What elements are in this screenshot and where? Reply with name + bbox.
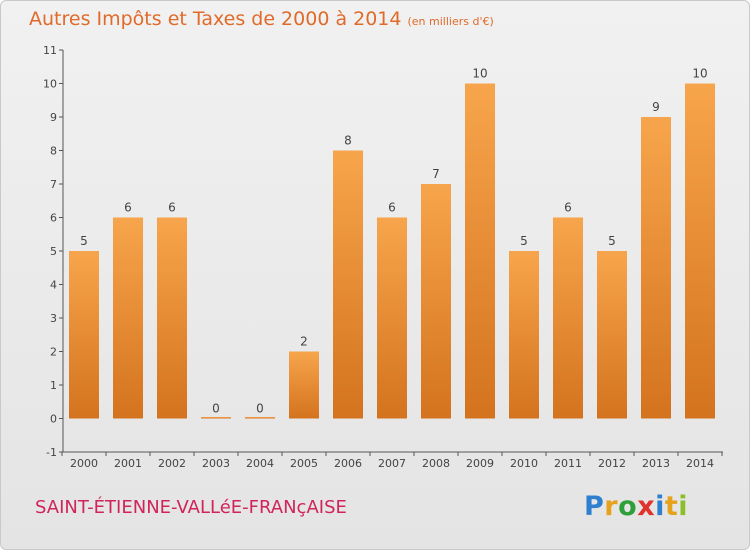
x-tick-label: 2002: [158, 457, 186, 470]
proxiti-logo: Proxiti: [584, 491, 688, 522]
bar-data-label: 7: [432, 167, 440, 181]
bar: [377, 217, 407, 419]
bar-data-label: 10: [472, 67, 487, 81]
x-tick-label: 2007: [378, 457, 406, 470]
bar-data-label: 10: [692, 67, 707, 81]
y-tick-label: 11: [43, 44, 57, 57]
y-tick-label: 6: [50, 212, 57, 225]
bar: [597, 251, 627, 419]
bar-data-label: 5: [608, 234, 616, 248]
bar-data-label: 6: [168, 201, 176, 215]
x-tick-label: 2008: [422, 457, 450, 470]
logo-letter: i: [678, 491, 689, 522]
logo-letter: P: [584, 491, 605, 522]
bar-data-label: 5: [80, 234, 88, 248]
logo-letter: o: [618, 491, 638, 522]
logo-letter: r: [604, 491, 619, 522]
commune-name: SAINT-ÉTIENNE-VALLéE-FRANçAISE: [35, 497, 347, 518]
bar-data-label: 6: [388, 201, 396, 215]
x-tick-label: 2011: [554, 457, 582, 470]
bar: [641, 117, 671, 419]
bar: [69, 251, 99, 419]
bar-data-label: 8: [344, 134, 352, 148]
bar: [289, 351, 319, 419]
y-tick-label: -1: [46, 446, 57, 459]
x-tick-label: 2000: [70, 457, 98, 470]
chart-title: Autres Impôts et Taxes de 2000 à 2014 (en…: [29, 8, 494, 30]
bar: [465, 83, 495, 419]
y-tick-label: 9: [50, 111, 57, 124]
logo-letter: t: [664, 491, 679, 522]
chart-bars: 5 6 6 0 0 2 8 6 7 10 5 6 5 9 10: [69, 67, 715, 419]
x-tick-label: 2006: [334, 457, 362, 470]
y-tick-label: 4: [50, 279, 57, 292]
bar: [421, 184, 451, 419]
chart-title-main: Autres Impôts et Taxes de 2000 à 2014: [29, 8, 402, 30]
x-tick-label: 2009: [466, 457, 494, 470]
bar: [245, 417, 275, 419]
bar-data-label: 0: [212, 402, 220, 416]
chart-subtitle: (en milliers d'€): [407, 15, 494, 28]
bar: [201, 417, 231, 419]
bar: [113, 217, 143, 419]
x-tick-label: 2010: [510, 457, 538, 470]
bar: [685, 83, 715, 419]
y-tick-label: 2: [50, 346, 57, 359]
bar-data-label: 6: [564, 201, 572, 215]
y-tick-label: 1: [50, 379, 57, 392]
y-tick-label: 3: [50, 312, 57, 325]
x-tick-label: 2014: [686, 457, 714, 470]
y-tick-label: 8: [50, 145, 57, 158]
y-tick-label: 7: [50, 178, 57, 191]
logo-letter: x: [637, 491, 656, 522]
bar-data-label: 5: [520, 234, 528, 248]
bar: [553, 217, 583, 419]
y-tick-label: 0: [50, 413, 57, 426]
logo-letter: i: [655, 491, 665, 522]
x-tick-label: 2012: [598, 457, 626, 470]
bar-data-label: 2: [300, 335, 308, 349]
y-tick-label: 10: [43, 78, 57, 91]
bar: [157, 217, 187, 419]
bar: [509, 251, 539, 419]
bar: [333, 150, 363, 419]
bar-data-label: 0: [256, 402, 264, 416]
y-tick-label: 5: [50, 245, 57, 258]
x-tick-label: 2004: [246, 457, 274, 470]
bar-data-label: 9: [652, 100, 660, 114]
x-tick-label: 2013: [642, 457, 670, 470]
x-tick-label: 2003: [202, 457, 230, 470]
bar-data-label: 6: [124, 201, 132, 215]
x-tick-label: 2005: [290, 457, 318, 470]
x-tick-label: 2001: [114, 457, 142, 470]
